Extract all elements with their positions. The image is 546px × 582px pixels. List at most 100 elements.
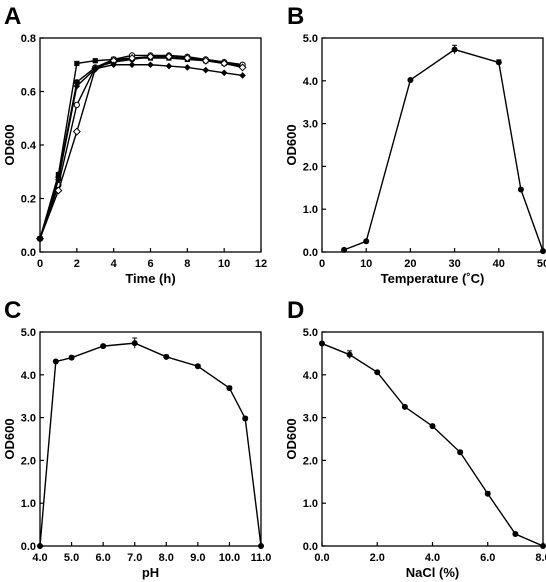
panel-a-series-5-point (184, 64, 191, 71)
panel-a-x-tick-label: 6 (147, 258, 153, 270)
panel-a-x-tick-label: 0 (37, 258, 43, 270)
panel-d-series-1-point (457, 449, 464, 456)
panel-a-y-tick-label: 0.6 (21, 87, 36, 99)
panel-a-y-tick-label: 0.0 (21, 247, 36, 259)
panel-a-x-tick-label: 2 (74, 258, 80, 270)
panel-b-series-1-point (540, 248, 546, 255)
panel-a-series-1-line (39, 57, 243, 239)
panel-a-y-tick-label: 0.2 (21, 194, 36, 206)
panel-b-y-tick-label: 1.0 (303, 204, 318, 216)
panel-a-series-5-line (39, 64, 243, 239)
panel-c-x-tick-label: 7.0 (127, 552, 142, 564)
panel-c-series-1-point (194, 363, 201, 370)
panel-a-y-axis-title: OD600 (2, 124, 17, 165)
panel-d-y-tick-label: 3.0 (303, 413, 318, 425)
panel-a-growth-over-time: A 0 2 4 6 8 10 12 0.0 0.2 0.4 0.6 0.8 Time (h) OD600 (2, 3, 267, 286)
panel-a-x-tick-label: 12 (255, 258, 267, 270)
panel-c-ph-effect: C 4.0 5.0 6.0 7.0 8.0 9.0 10.0 11.0 0.0 1.0 2.0 3.0… (2, 297, 271, 580)
panel-c-series-1-line (39, 342, 262, 547)
panel-d-x-axis-title: NaCl (%) (406, 565, 459, 580)
panel-d-x-tick-label: 0.0 (314, 552, 329, 564)
panel-b-y-tick-label: 3.0 (303, 119, 318, 131)
panel-c-x-tick-label: 5.0 (64, 552, 79, 564)
panel-a-series-3-line (39, 54, 243, 239)
panel-b-y-tick-label: 2.0 (303, 161, 318, 173)
panel-d-series-1-point (374, 369, 381, 376)
panel-a-series-5-point (147, 61, 154, 69)
panel-c-y-tick-label: 3.0 (21, 413, 36, 425)
panel-c-x-tick-label: 10.0 (219, 552, 240, 564)
panel-b-temperature-effect: B 0 10 20 30 40 50 0.0 1.0 2.0 3.0 4.0 5.0 Temperatu… (284, 3, 546, 286)
panel-d-y-tick-label: 4.0 (303, 370, 318, 382)
panel-a-series-2-point (73, 79, 80, 86)
panel-a-series-4-point (72, 127, 81, 136)
panel-d-series-1-point (512, 531, 519, 538)
panel-c-letter: C (4, 297, 21, 324)
panel-a-series-5-point (128, 61, 136, 69)
panel-a-series-5-point (110, 61, 117, 69)
panel-b-series-1-point (517, 186, 524, 193)
panel-a-series-4-point (201, 56, 210, 65)
panel-c-y-tick-label: 4.0 (21, 370, 36, 382)
panel-d-series-1-point (484, 490, 491, 497)
panel-d-letter: D (287, 297, 304, 324)
panel-b-x-tick-label: 20 (404, 258, 416, 270)
panel-b-x-tick-label: 50 (537, 258, 546, 270)
panel-c-series-1-point (37, 543, 43, 549)
panel-b-x-axis-title: Temperature (˚C) (381, 271, 485, 286)
panel-c-x-tick-label: 8.0 (159, 552, 174, 564)
panel-b-series-1-point (341, 246, 348, 253)
panel-d-nacl-effect: D 0.0 2.0 4.0 6.0 8.0 0.0 1.0 2.0 3.0 4.0 5.0 NaCl … (284, 297, 546, 580)
panel-d-y-tick-label: 1.0 (303, 498, 318, 510)
panel-b-x-tick-label: 30 (448, 258, 460, 270)
panel-d-y-axis-title: OD600 (284, 418, 299, 459)
panel-d-y-tick-label: 0.0 (303, 541, 318, 553)
panel-c-x-tick-label: 9.0 (190, 552, 205, 564)
panel-c-y-tick-label: 5.0 (21, 327, 36, 339)
panel-a-series-4-point (238, 63, 247, 72)
panel-d-x-tick-label: 8.0 (535, 552, 546, 564)
panel-c-y-axis-title: OD600 (2, 418, 17, 459)
panel-c-series-1-point (52, 358, 59, 365)
panel-c-x-tick-label: 4.0 (32, 552, 47, 564)
panel-a-series-5-point (91, 65, 99, 73)
panel-b-plot-frame (321, 37, 544, 253)
panel-b-series-1-point (363, 238, 370, 245)
panel-c-series-1-point (242, 415, 249, 422)
panel-b-y-tick-label: 0.0 (303, 247, 318, 259)
panel-c-series-1-point (100, 343, 107, 350)
panel-a-series-5-point (55, 176, 62, 184)
panel-d-series-1-point (346, 351, 353, 358)
panel-a-series-4-point (128, 54, 137, 63)
panel-b-series-1-point (495, 59, 502, 66)
panel-a-x-axis-title: Time (h) (125, 271, 175, 286)
panel-c-y-tick-label: 2.0 (21, 455, 36, 467)
panel-c-series-1-point (258, 543, 264, 549)
panel-a-x-tick-label: 4 (111, 258, 118, 270)
panel-a-series-5-point (220, 69, 228, 77)
panel-b-letter: B (287, 3, 304, 30)
panel-a-series-5-point (36, 235, 44, 242)
panel-b-y-tick-label: 4.0 (303, 76, 318, 88)
panel-c-series-1-point (68, 354, 75, 361)
panel-a-x-tick-label: 10 (218, 258, 230, 270)
panel-a-series-4-point (54, 186, 63, 195)
panel-a-series-4-line (39, 56, 243, 239)
panel-c-x-tick-label: 6.0 (95, 552, 110, 564)
panel-d-y-tick-label: 5.0 (303, 327, 318, 339)
panel-a-x-tick-label: 8 (184, 258, 190, 270)
panel-a-series-1-point (92, 58, 98, 64)
panel-c-series-1-point (163, 353, 170, 360)
panel-c-series-1-point (131, 340, 138, 347)
panel-b-x-tick-label: 40 (493, 258, 505, 270)
panel-a-series-5-point (202, 66, 210, 74)
panel-b-series-1-point (407, 76, 414, 83)
panel-c-series-1-point (226, 385, 233, 392)
panel-c-x-tick-label: 11.0 (251, 552, 272, 564)
panel-a-series-5-point (165, 62, 173, 70)
panel-b-x-tick-label: 0 (319, 258, 325, 270)
panel-a-y-tick-label: 0.8 (21, 33, 36, 45)
panel-a-y-tick-label: 0.4 (21, 140, 37, 152)
panel-c-x-axis-title: pH (142, 565, 159, 580)
